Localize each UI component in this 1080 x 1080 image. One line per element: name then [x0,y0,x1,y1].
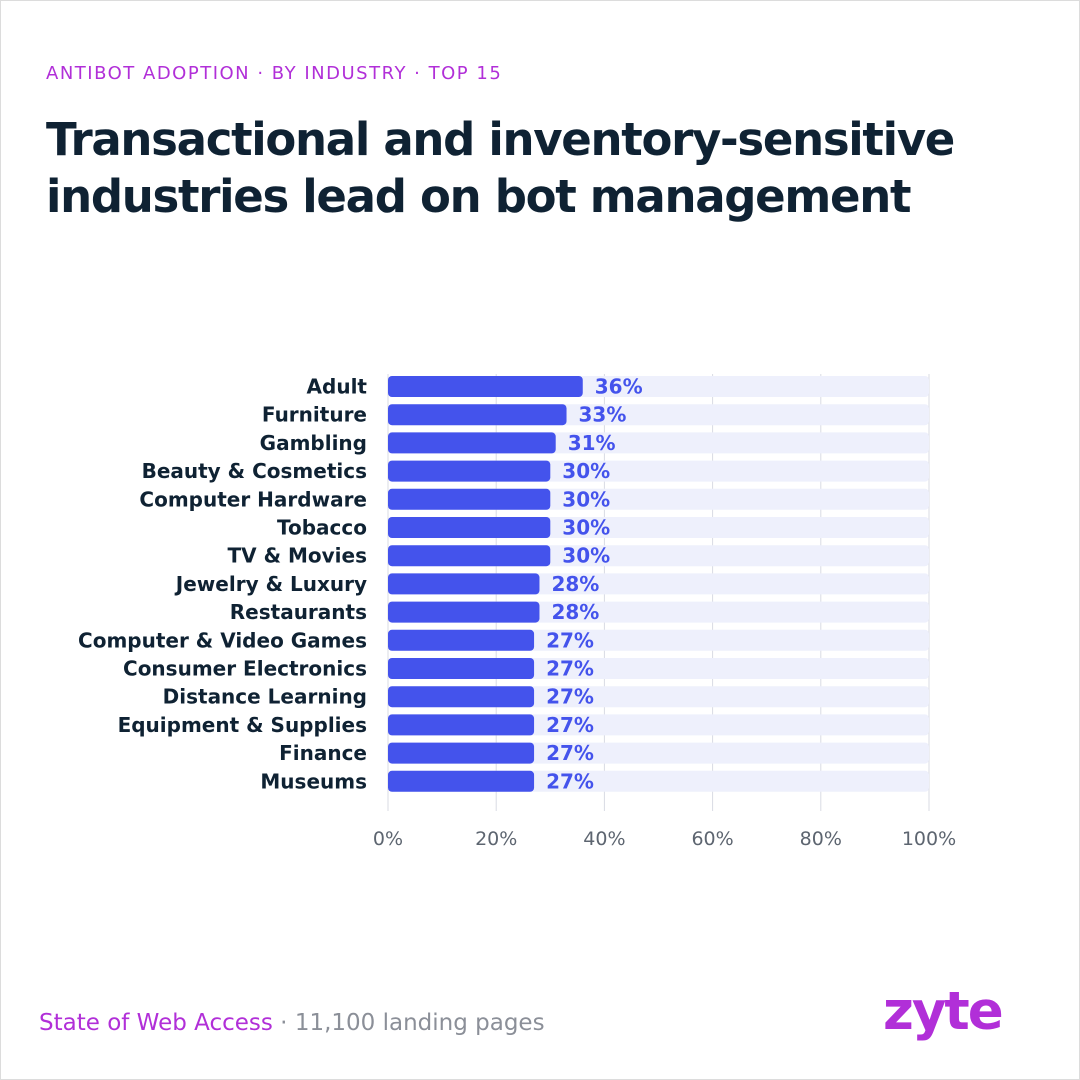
value-label: 27% [546,741,594,765]
category-label: Adult [307,375,368,399]
value-label: 28% [551,572,599,596]
chart-headline: Transactional and inventory-sensitive in… [46,113,955,223]
zyte-logo: zyte [883,986,1004,1042]
x-tick-label: 80% [800,828,842,850]
value-labels: 36% 33% 31% 30% 30% 30% 30% 28% 28% 27% 27% 27% 27% 2… [546,375,643,794]
value-label: 27% [546,628,594,652]
x-tick-label: 40% [583,828,625,850]
bar [388,432,556,454]
value-label: 33% [579,403,627,427]
bar [388,488,551,510]
value-label: 30% [562,544,610,568]
category-label: Restaurants [230,600,367,624]
bar [388,376,583,397]
x-tick-label: 100% [902,828,956,850]
bar [388,545,551,567]
category-label: Museums [260,769,367,793]
category-label: Computer Hardware [139,487,367,511]
bar [388,770,535,792]
bar [388,658,535,679]
value-label: 28% [551,600,599,624]
bar [388,629,535,651]
bar [388,714,535,736]
value-label: 30% [562,516,610,540]
bar [388,573,540,595]
category-label: Furniture [262,403,367,427]
category-label: TV & Movies [228,544,368,568]
category-label: Distance Learning [163,685,367,709]
category-label: Computer & Video Games [78,628,367,652]
value-label: 30% [562,459,610,483]
x-axis-ticks: 0% 20% 40% 60% 80% 100% [373,828,956,850]
category-label: Finance [279,741,367,765]
value-label: 27% [546,657,594,681]
bar [388,601,540,623]
bar [388,404,567,426]
source-separator: · [272,1010,295,1036]
x-tick-label: 20% [475,828,517,850]
x-tick-label: 0% [373,828,403,850]
category-label: Equipment & Supplies [118,713,367,737]
value-label: 30% [562,487,610,511]
x-tick-label: 60% [691,828,733,850]
source-count: 11,100 landing pages [294,1010,545,1036]
category-labels: Adult Furniture Gambling Beauty & Cosmetics… [78,375,367,794]
value-label: 27% [546,713,594,737]
category-label: Consumer Electronics [123,657,367,681]
bar [388,686,535,708]
value-label: 27% [546,769,594,793]
source-title: State of Web Access [39,1010,273,1036]
category-label: Tobacco [277,516,367,540]
category-label: Jewelry & Luxury [174,572,367,596]
category-label: Beauty & Cosmetics [142,459,367,483]
footer-source: State of Web Access · 11,100 landing pag… [39,1010,545,1036]
value-label: 31% [568,431,616,455]
category-label: Gambling [260,431,367,455]
bar [388,460,551,482]
bar [388,742,535,764]
bar [388,517,551,538]
zyte-logo-text: zyte [883,986,1002,1042]
value-label: 36% [595,375,643,399]
eyebrow-label: ANTIBOT ADOPTION · BY INDUSTRY · TOP 15 [46,63,503,84]
bars [388,376,583,792]
value-label: 27% [546,685,594,709]
